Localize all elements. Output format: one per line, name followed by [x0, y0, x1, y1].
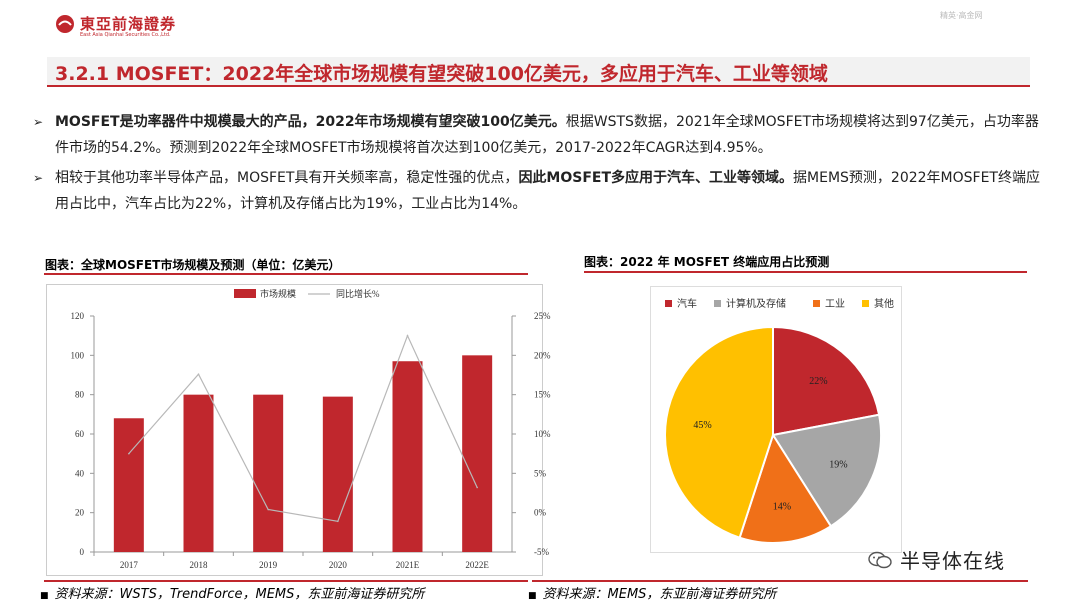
watermark-text: 半导体在线 [900, 549, 1005, 573]
line-point [128, 452, 130, 455]
bullet-bold-text: 因此MOSFET多应用于汽车、工业等领域。 [518, 170, 794, 186]
x-tick-label: 2020 [329, 560, 348, 570]
y-tick-label-right: 0% [534, 508, 547, 518]
legend-swatch-bar [234, 289, 256, 298]
bar [322, 396, 353, 552]
y-tick-label-left: 60 [75, 429, 85, 439]
divider [532, 580, 1028, 582]
pie-slice [738, 432, 833, 544]
y-tick-label-right: 20% [534, 350, 551, 360]
bar [392, 361, 423, 552]
bullet-point: ➢ 相较于其他功率半导体产品，MOSFET具有开关频率高，稳定性强的优点，因此M… [33, 165, 1043, 217]
wechat-icon [868, 551, 892, 569]
legend-swatch [714, 300, 721, 307]
source-note-text: 资料来源：MEMS，东亚前海证券研究所 [542, 587, 777, 602]
pie-chart-frame [650, 286, 902, 553]
pie-slice-label: 19% [829, 459, 847, 470]
company-logo-icon [56, 15, 74, 33]
bullet-text: MOSFET是功率器件中规模最大的产品，2022年市场规模有望突破100亿美元。… [55, 109, 1045, 161]
pie-slice-label: 45% [693, 420, 711, 431]
bullet-bold-text: MOSFET是功率器件中规模最大的产品，2022年市场规模有望突破100亿美元。 [55, 114, 566, 130]
line-point [406, 334, 409, 337]
y-tick-label-left: 40 [75, 468, 85, 478]
y-tick-label-left: 0 [80, 547, 85, 557]
pie-slice [771, 413, 882, 528]
bullet-body-text: 据MEMS预测，2022年MOSFET终端应用占比中，汽车占比为22%，计算机及… [55, 170, 1040, 212]
line-point [197, 373, 200, 376]
legend-swatch [665, 300, 672, 307]
legend-label: 汽车 [677, 297, 697, 310]
bar-chart-frame [46, 284, 543, 576]
legend-swatch [813, 300, 820, 307]
y-tick-label-right: 10% [534, 429, 551, 439]
legend-label: 计算机及存储 [726, 297, 786, 310]
legend-label: 工业 [825, 298, 845, 310]
square-bullet-icon: ■ [40, 591, 49, 601]
y-tick-label-right: 5% [534, 468, 547, 478]
y-tick-label-left: 20 [75, 508, 85, 518]
source-note-text: 资料来源：WSTS，TrendForce，MEMS，东亚前海证券研究所 [54, 587, 425, 602]
bullet-body-text: 根据WSTS数据，2021年全球MOSFET市场规模将达到97亿美元，占功率器件… [55, 114, 1039, 156]
y-tick-label-left: 80 [75, 390, 85, 400]
growth-line [128, 334, 478, 522]
arrow-bullet-icon: ➢ [33, 115, 44, 129]
bullet-point: ➢ MOSFET是功率器件中规模最大的产品，2022年市场规模有望突破100亿美… [33, 109, 1043, 161]
header-watermark-text: 精英·高金网 [940, 11, 983, 20]
page-title: 3.2.1 MOSFET：2022年全球市场规模有望突破100亿美元，多应用于汽… [55, 63, 828, 85]
x-tick-label: 2017 [120, 560, 139, 570]
y-tick-label-right: 25% [534, 311, 551, 321]
line-point [476, 486, 478, 489]
x-tick-label: 2022E [465, 560, 489, 570]
bullet-body-text: 相较于其他功率半导体产品，MOSFET具有开关频率高，稳定性强的优点， [55, 170, 519, 186]
arrow-bullet-icon: ➢ [33, 171, 44, 185]
bar [113, 418, 144, 552]
y-tick-label-right: 15% [534, 390, 551, 400]
title-bar [47, 57, 1030, 87]
x-tick-label: 2021E [396, 560, 420, 570]
line-point [267, 508, 269, 511]
bar [253, 394, 284, 552]
divider [44, 273, 528, 275]
bar [183, 394, 214, 552]
pie-slice-label: 22% [809, 376, 827, 387]
source-note: ■ 资料来源：MEMS，东亚前海证券研究所 [528, 583, 776, 602]
pie-slice-label: 14% [773, 502, 791, 513]
line-point [337, 520, 339, 523]
legend-label: 市场规模 [260, 288, 296, 299]
divider [584, 271, 1027, 273]
source-note: ■ 资料来源：WSTS，TrendForce，MEMS，东亚前海证券研究所 [40, 583, 424, 602]
company-logo-subtext: East Asia Qianhai Securities Co.,Ltd. [80, 32, 171, 38]
legend-label: 其他 [874, 297, 894, 310]
legend-swatch [862, 300, 869, 307]
pie-slice [772, 325, 881, 437]
bullet-text: 相较于其他功率半导体产品，MOSFET具有开关频率高，稳定性强的优点，因此MOS… [55, 165, 1045, 217]
pie-slice [664, 325, 774, 539]
x-tick-label: 2019 [259, 560, 278, 570]
company-logo-text: 東亞前海證券 [80, 15, 177, 33]
y-tick-label-right: -5% [534, 547, 549, 557]
legend-label: 同比增长% [336, 288, 380, 299]
x-tick-label: 2018 [190, 560, 209, 570]
divider [44, 580, 528, 582]
square-bullet-icon: ■ [528, 591, 537, 601]
pie-chart-caption: 图表：2022 年 MOSFET 终端应用占比预测 [584, 255, 830, 269]
bar [462, 355, 493, 552]
y-tick-label-left: 120 [71, 311, 85, 321]
y-tick-label-left: 100 [71, 350, 85, 360]
bar-chart-caption: 图表：全球MOSFET市场规模及预测（单位：亿美元） [45, 258, 341, 272]
